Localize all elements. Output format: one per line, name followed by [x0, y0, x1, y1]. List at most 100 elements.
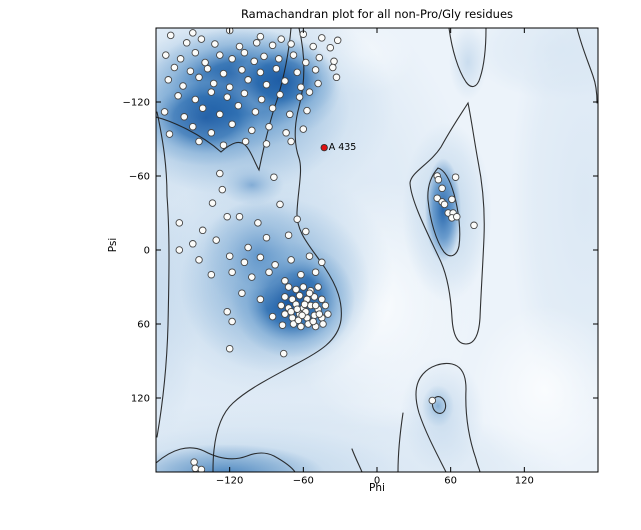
residue-point: [281, 293, 289, 301]
residue-point: [254, 219, 262, 227]
residue-point: [234, 101, 243, 110]
density-background: [156, 28, 598, 472]
residue-point: [309, 317, 317, 326]
residue-point: [198, 226, 207, 235]
residue-point: [223, 212, 231, 221]
residue-point: [288, 295, 297, 304]
residue-point: [228, 317, 236, 326]
residue-point: [207, 88, 216, 96]
residue-point: [294, 316, 303, 325]
residue-point: [318, 258, 326, 267]
residue-point: [272, 64, 281, 73]
y-tick-label: −60: [129, 172, 150, 183]
residue-point: [244, 243, 252, 252]
residue-point: [311, 66, 320, 74]
residue-point: [287, 307, 295, 316]
residue-point: [298, 311, 306, 320]
residue-point: [195, 256, 203, 264]
residue-point: [164, 76, 173, 84]
residue-point: [434, 175, 443, 184]
residue-point: [279, 349, 288, 358]
residue-point: [186, 67, 195, 75]
residue-point: [182, 39, 191, 47]
residue-point: [451, 173, 460, 181]
residue-point: [176, 55, 185, 63]
residue-point: [289, 51, 298, 59]
residue-point: [265, 268, 273, 276]
residue-point: [268, 104, 277, 112]
residue-point: [305, 88, 314, 96]
residue-point: [284, 231, 293, 239]
residue-point: [223, 307, 231, 316]
residue-point: [448, 195, 456, 204]
residue-point: [292, 285, 300, 294]
residue-point: [287, 40, 295, 48]
residue-point: [310, 293, 319, 301]
residue-point: [225, 83, 234, 91]
residue-point: [197, 465, 206, 472]
residue-point: [311, 268, 320, 276]
y-axis-label: Psi: [107, 238, 119, 253]
residue-point: [321, 301, 330, 310]
residue-point: [248, 273, 256, 281]
residue-point: [256, 68, 265, 77]
contour-bottom-center-left: [351, 448, 363, 472]
x-tick-label: −60: [293, 476, 314, 487]
residue-point: [250, 57, 258, 66]
x-tick-label: 120: [515, 476, 534, 487]
axis-ticks: [156, 28, 598, 472]
residue-point: [318, 34, 326, 42]
residue-point: [329, 63, 337, 72]
residue-point: [295, 291, 304, 300]
residue-point: [281, 310, 289, 318]
residue-point: [216, 51, 224, 59]
residue-point: [195, 73, 203, 82]
residue-point: [268, 41, 277, 50]
residue-point: [289, 320, 298, 328]
residue-point: [293, 215, 301, 223]
residue-point: [299, 125, 308, 133]
residue-point: [238, 289, 246, 297]
residue-point: [235, 42, 244, 51]
residue-point: [299, 283, 308, 291]
residue-point: [189, 122, 197, 131]
residue-point: [278, 321, 287, 329]
residue-point: [287, 137, 295, 146]
residue-point: [293, 305, 301, 313]
residue-point: [189, 240, 197, 248]
residue-point: [228, 55, 236, 63]
residue-point: [260, 52, 268, 61]
residue-point: [284, 283, 293, 291]
residue-point: [305, 252, 314, 260]
residue-point: [318, 295, 326, 304]
residue-point: [165, 130, 174, 138]
residue-point: [162, 51, 170, 59]
y-tick-label: −120: [123, 98, 150, 109]
residue-point: [191, 464, 200, 472]
residue-point: [175, 246, 184, 254]
residue-point: [302, 58, 310, 67]
residue-point: [218, 185, 227, 194]
residue-point: [470, 221, 478, 230]
residue-point: [207, 270, 216, 279]
residue-point: [203, 64, 212, 73]
residue-point: [319, 320, 327, 328]
residue-point: [268, 312, 277, 321]
residue-point: [252, 39, 261, 47]
outlier-point: [320, 143, 328, 152]
residue-point: [191, 95, 200, 104]
contour-beta-region: [156, 28, 292, 172]
x-axis-label: Phi: [369, 482, 385, 494]
residue-point: [240, 89, 249, 98]
residue-point: [277, 35, 285, 43]
residue-point: [225, 344, 234, 353]
residue-point: [330, 57, 338, 66]
residue-point: [189, 29, 197, 37]
residue-point: [293, 68, 301, 77]
residue-point: [256, 253, 265, 262]
contour-left-allowed-boundary: [212, 28, 342, 472]
residue-point: [198, 104, 207, 112]
residue-point: [428, 396, 437, 405]
residue-point: [251, 108, 260, 116]
